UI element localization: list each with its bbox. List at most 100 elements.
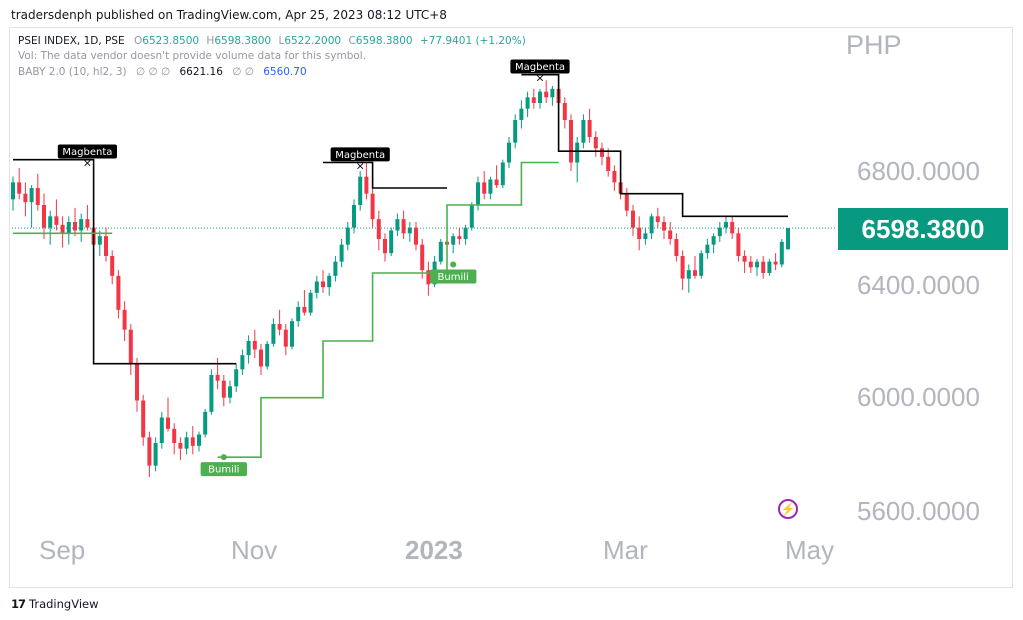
- close-label: C: [348, 35, 356, 47]
- low-value: 6522.2000: [284, 35, 342, 47]
- candle-body: [110, 256, 115, 276]
- candle-body: [693, 270, 697, 276]
- candle-body: [203, 411, 208, 435]
- candle-body: [364, 176, 369, 194]
- candle-body: [755, 261, 759, 268]
- volume-note: Vol: The data vendor doesn't provide vol…: [18, 50, 367, 62]
- candle-body: [736, 233, 741, 256]
- candle-body: [265, 343, 270, 367]
- candle-body: [767, 261, 772, 273]
- magbenta-label-bg: [57, 144, 117, 159]
- high-label: H: [206, 35, 215, 47]
- symbol-label[interactable]: PSEI INDEX, 1D, PSE: [18, 35, 125, 47]
- bumili-label: Bumili: [208, 465, 239, 476]
- sell-marker-icon: ×: [535, 72, 544, 85]
- x-tick-label: Nov: [231, 535, 278, 565]
- candle-body: [761, 261, 766, 273]
- candle-body: [383, 239, 387, 254]
- candle-body: [463, 227, 468, 239]
- candle-body: [730, 222, 735, 234]
- candle-body: [271, 324, 276, 344]
- indicator-name[interactable]: BABY 2.0 (10, hl2, 3): [18, 66, 127, 78]
- magbenta-label: Magbenta: [515, 62, 565, 73]
- magbenta-line: [13, 73, 788, 365]
- candle-body: [786, 228, 790, 250]
- brand-name: TradingView: [29, 597, 99, 611]
- candle-body: [451, 236, 456, 245]
- high-value: 6598.3800: [214, 35, 272, 47]
- candle-body: [308, 292, 313, 313]
- x-tick-label: Sep: [39, 535, 86, 565]
- candle-body: [668, 230, 673, 239]
- y-tick-label: 5600.0000: [857, 496, 980, 526]
- candle-body: [699, 253, 704, 276]
- candle-body: [631, 210, 635, 228]
- candle-body: [649, 216, 654, 234]
- candle-body: [166, 417, 170, 429]
- candle-body: [97, 236, 102, 245]
- candle-body: [544, 91, 549, 98]
- candle-body: [507, 142, 511, 163]
- sell-marker-icon: ×: [356, 159, 365, 172]
- tradingview-logo-icon: 17: [11, 597, 26, 611]
- chart-frame[interactable]: [9, 27, 1013, 588]
- candle-body: [221, 380, 226, 398]
- candle-body: [717, 227, 722, 237]
- candle-body: [73, 222, 77, 231]
- magbenta-label-bg: [510, 59, 570, 74]
- candle-body: [407, 227, 412, 234]
- candle-body: [550, 88, 555, 98]
- candle-body: [234, 369, 239, 387]
- candle-body: [246, 341, 251, 356]
- candle-body: [302, 307, 307, 313]
- bumili-line: [13, 161, 559, 458]
- candle-body: [321, 281, 325, 288]
- publisher-line: tradersdenph published on TradingView.co…: [11, 8, 447, 22]
- x-tick-label: 2023: [405, 535, 463, 565]
- low-label: L: [278, 35, 285, 47]
- candle-body: [637, 227, 642, 239]
- candle-body: [482, 182, 487, 194]
- candle-body: [569, 120, 573, 163]
- candle-body: [259, 349, 263, 367]
- currency-label: PHP: [846, 30, 902, 60]
- candle-body: [624, 193, 629, 211]
- candle-body: [60, 224, 65, 234]
- bumili-label: Bumili: [438, 272, 469, 283]
- candle-body: [680, 256, 685, 279]
- candle-body: [345, 227, 350, 245]
- candle-body: [178, 443, 183, 449]
- candle-body: [240, 355, 245, 370]
- candle-body: [358, 176, 363, 205]
- candle-body: [228, 386, 232, 398]
- y-tick-label: 6000.0000: [857, 382, 980, 412]
- footer-brand[interactable]: 17 TradingView: [11, 597, 99, 611]
- indicator-value-2: 6560.70: [263, 66, 307, 78]
- candle-body: [333, 261, 338, 276]
- candle-body: [600, 148, 604, 157]
- candle-body: [395, 219, 400, 231]
- candle-body: [525, 97, 530, 109]
- lightning-icon[interactable]: ⚡: [778, 499, 798, 519]
- candle-body: [172, 428, 177, 443]
- candle-body: [23, 193, 28, 203]
- candle-body: [54, 216, 59, 225]
- indicator-row[interactable]: BABY 2.0 (10, hl2, 3) ∅ ∅ ∅ 6621.16 ∅ ∅ …: [18, 66, 307, 78]
- candle-body: [773, 261, 778, 265]
- magbenta-label: Magbenta: [335, 150, 385, 161]
- candle-body: [104, 236, 108, 256]
- candle-body: [184, 437, 189, 449]
- open-label: O: [134, 35, 143, 47]
- candle-body: [389, 230, 394, 254]
- candle-body: [748, 261, 753, 268]
- candle-body: [587, 120, 592, 137]
- candle-body: [674, 239, 679, 256]
- buy-marker-icon: [220, 454, 227, 461]
- candle-body: [66, 222, 71, 234]
- candle-body: [327, 275, 332, 288]
- candle-body: [370, 193, 375, 220]
- candle-body: [209, 375, 214, 412]
- candle-body: [159, 417, 164, 443]
- candle-body: [612, 171, 617, 183]
